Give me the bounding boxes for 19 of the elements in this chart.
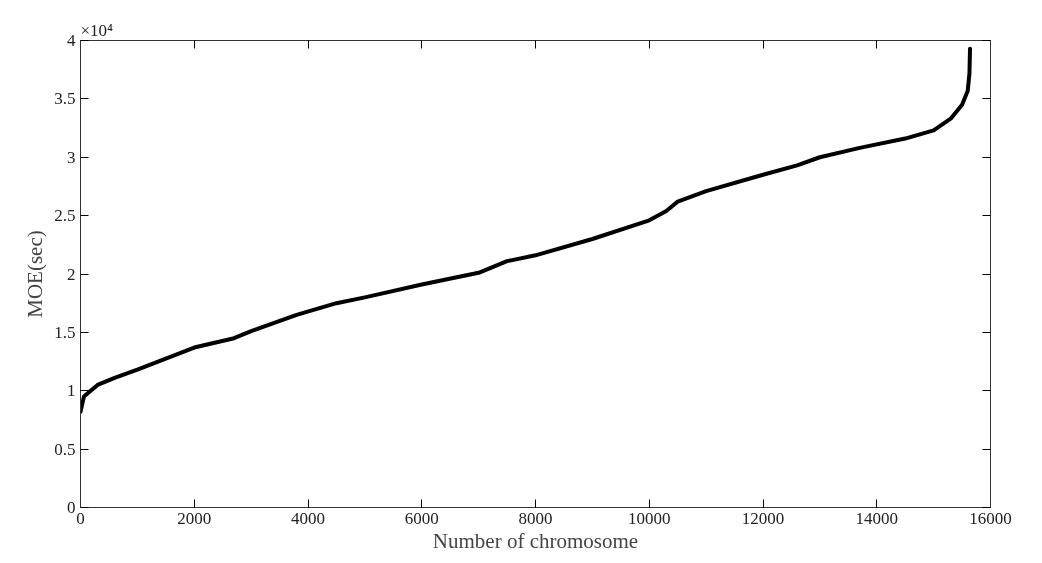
y-tick-label: 1.5 [54, 322, 76, 342]
x-axis-title: Number of chromosome [432, 528, 639, 553]
x-tick-label: 6000 [404, 508, 439, 528]
y-tick-label: 2 [67, 264, 76, 284]
y-tick-label: 2.5 [54, 206, 76, 226]
text: ×10⁴ [80, 20, 114, 40]
x-tick-label: 16000 [969, 508, 1012, 528]
y-axis-title: MOE(sec) [23, 230, 48, 318]
x-tick-label: 8000 [518, 508, 553, 528]
y-tick-label: 0.5 [54, 439, 76, 459]
y-tick-label: 3.5 [54, 89, 76, 109]
x-tick-label: 10000 [628, 508, 671, 528]
y-tick-label: 3 [67, 147, 76, 167]
x-tick-label: 12000 [741, 508, 785, 528]
y-tick-label: 4 [67, 31, 76, 50]
y-tick-label: 1 [67, 381, 76, 401]
x-tick-label: 4000 [291, 508, 325, 528]
x-tick-label: 14000 [855, 508, 898, 528]
x-tick-label: 2000 [177, 508, 212, 528]
